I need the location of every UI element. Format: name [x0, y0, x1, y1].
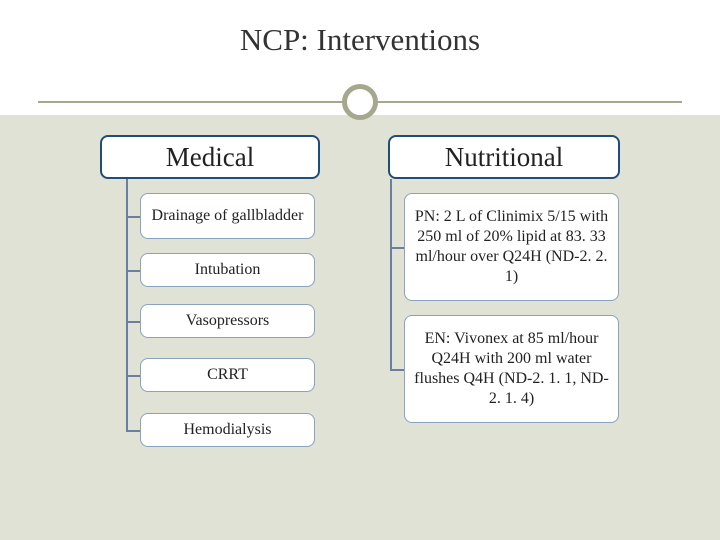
slide: NCP: Interventions Medical Drainage of g…: [0, 0, 720, 540]
tree-node: Vasopressors: [140, 304, 315, 338]
medical-header: Medical: [100, 135, 320, 179]
tree-node: Hemodialysis: [140, 413, 315, 447]
page-title: NCP: Interventions: [0, 22, 720, 58]
tree-node: EN: Vivonex at 85 ml/hour Q24H with 200 …: [404, 315, 619, 423]
connector-hline: [126, 430, 140, 432]
tree-node: Drainage of gallbladder: [140, 193, 315, 239]
tree-node: PN: 2 L of Clinimix 5/15 with 250 ml of …: [404, 193, 619, 301]
connector-hline: [126, 321, 140, 323]
nutritional-header: Nutritional: [388, 135, 620, 179]
connector-hline: [126, 375, 140, 377]
connector-hline: [126, 216, 140, 218]
accent-circle-icon: [342, 84, 378, 120]
connector-vline: [390, 179, 392, 369]
connector-hline: [126, 270, 140, 272]
tree-node: Intubation: [140, 253, 315, 287]
connector-hline: [390, 369, 404, 371]
tree-node: CRRT: [140, 358, 315, 392]
connector-hline: [390, 247, 404, 249]
